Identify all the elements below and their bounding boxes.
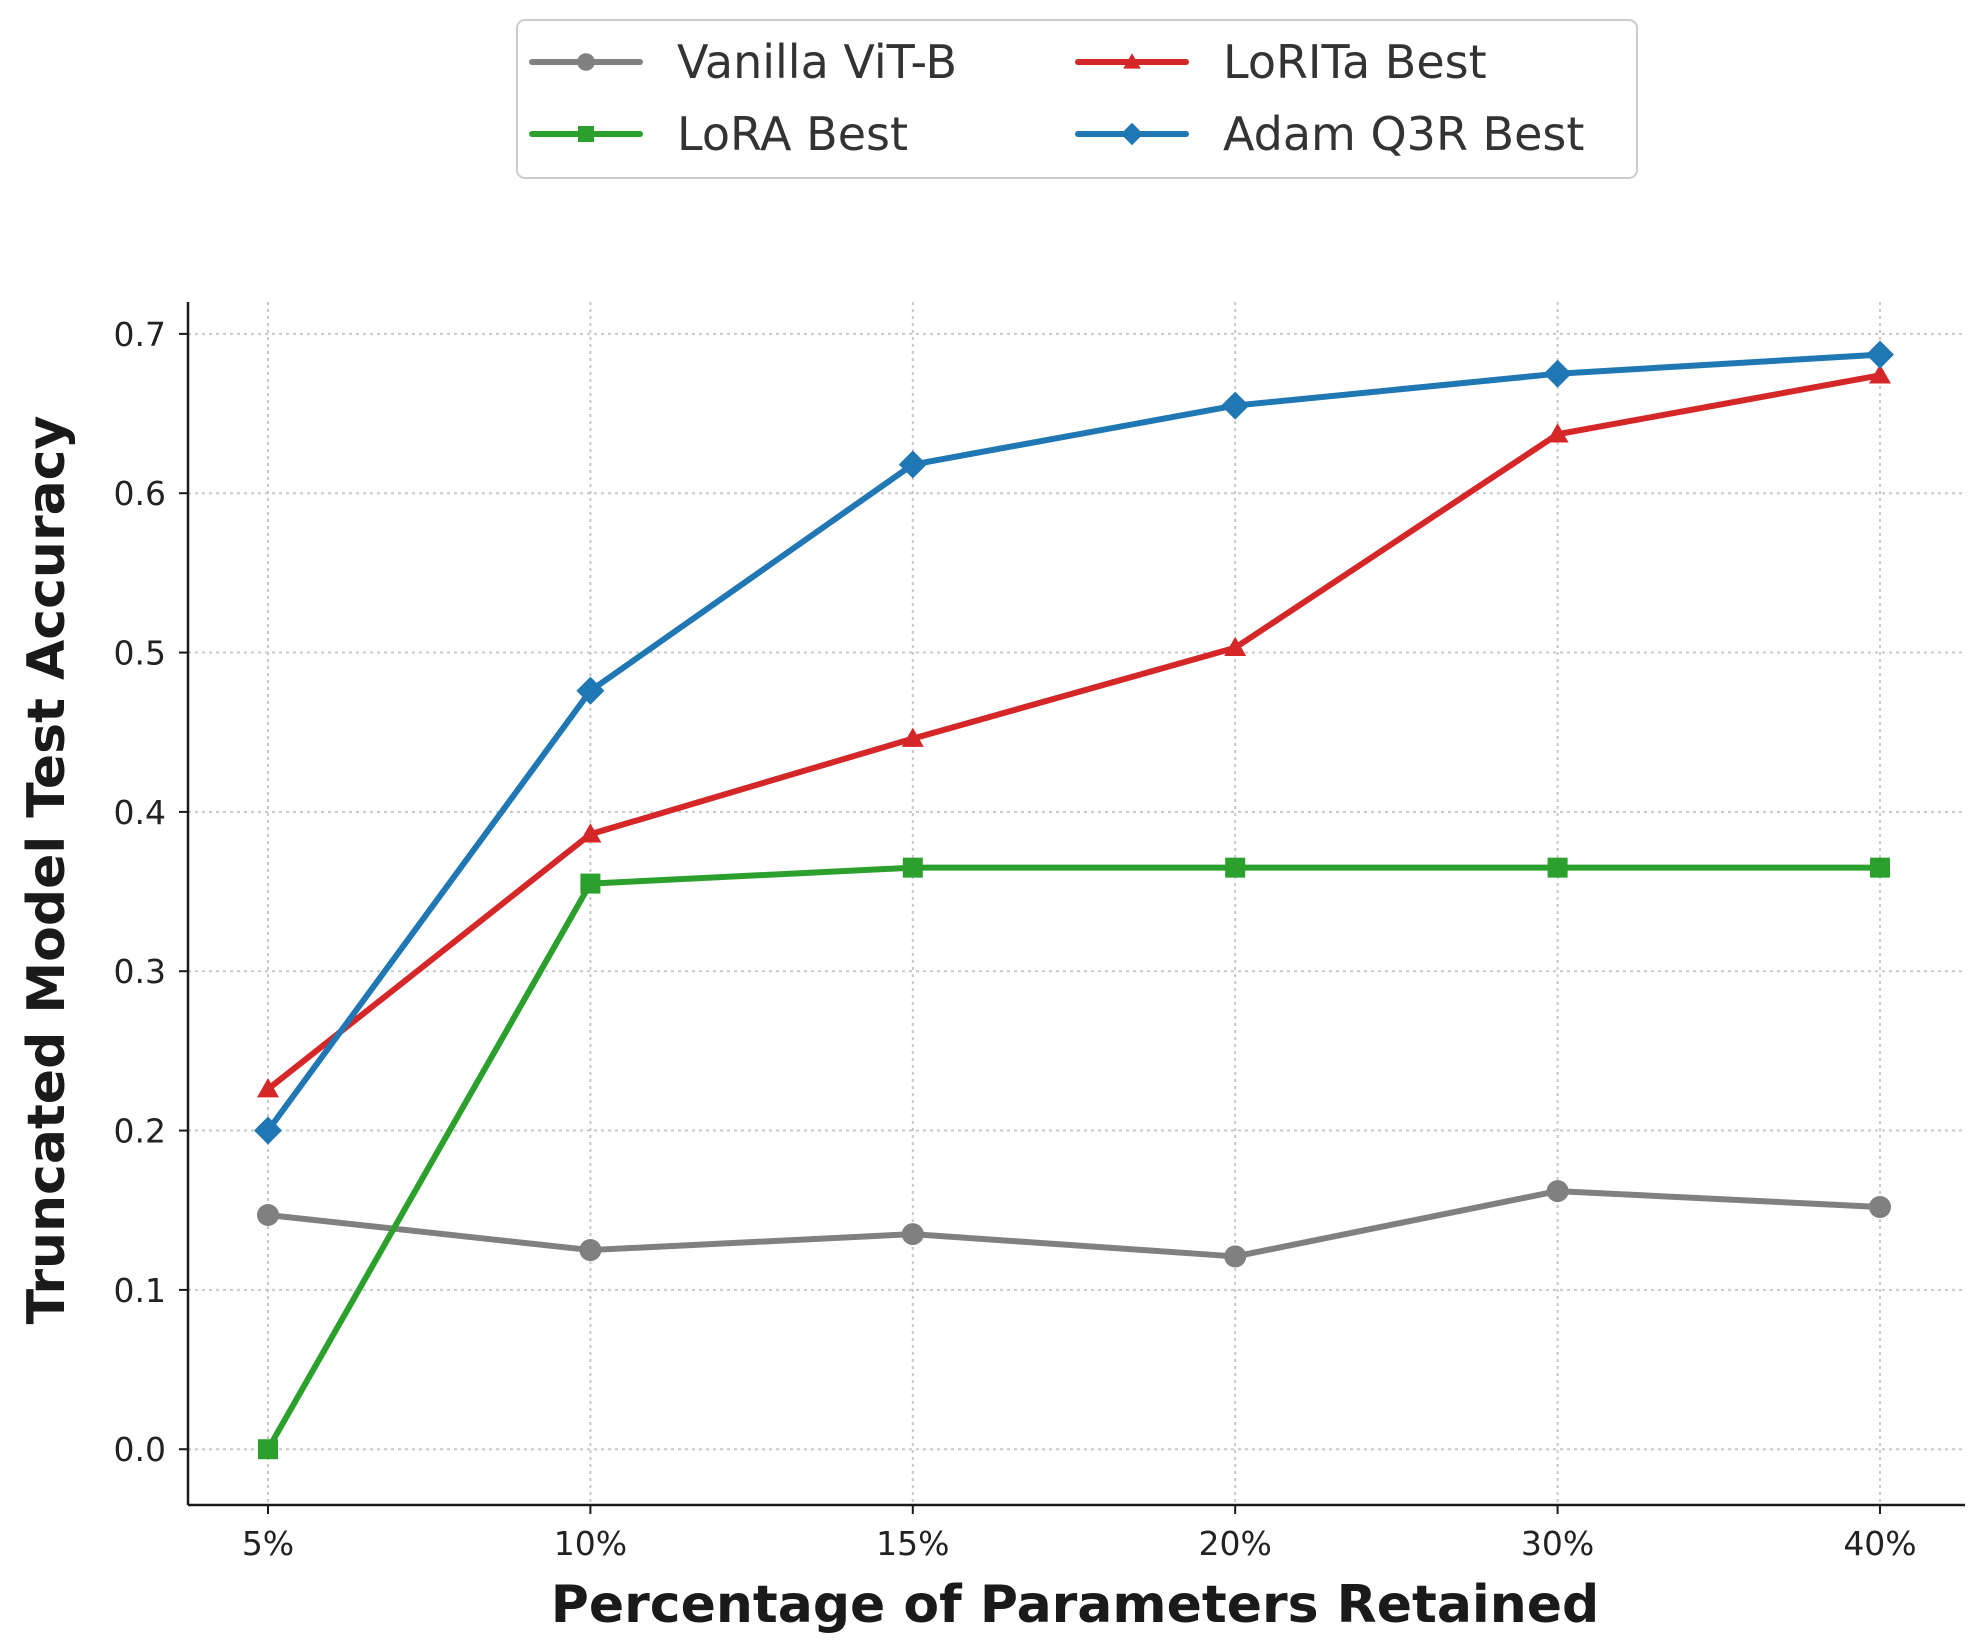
legend-marker-adamq3r — [1120, 122, 1144, 146]
data-point-lorita — [901, 727, 924, 747]
data-point-vanilla — [901, 1223, 924, 1246]
legend-entry-lorita: LoRITa Best — [1075, 35, 1487, 89]
series-vanilla — [257, 1180, 1891, 1268]
series-lora — [258, 857, 1890, 1460]
data-point-lora — [1225, 857, 1246, 878]
y-tick-label: 0.3 — [114, 952, 166, 991]
x-tick-label: 20% — [1199, 1524, 1272, 1563]
y-tick-label: 0.2 — [114, 1112, 166, 1151]
legend-entry-adamq3r: Adam Q3R Best — [1075, 107, 1584, 161]
data-point-adamq3r — [576, 676, 605, 705]
data-point-vanilla — [1869, 1196, 1891, 1219]
x-tick-label: 40% — [1843, 1524, 1916, 1563]
legend-box — [516, 19, 1638, 179]
data-point-lora — [902, 857, 923, 878]
data-point-lorita — [579, 823, 602, 843]
y-tick-label: 0.0 — [114, 1430, 166, 1469]
y-axis-title: Truncated Model Test Accuracy — [17, 416, 77, 1325]
data-point-lora — [1870, 857, 1890, 878]
legend-marker-lora — [578, 126, 594, 142]
legend-label-lora: LoRA Best — [677, 107, 908, 161]
series-line-lora — [265, 864, 1883, 1453]
legend: Vanilla ViT-B LoRA Best LoRITa Best Adam Q3… — [516, 19, 1638, 179]
legend-entry-lora: LoRA Best — [529, 107, 908, 161]
data-point-vanilla — [1224, 1245, 1247, 1268]
data-point-vanilla — [579, 1239, 602, 1262]
series-line-vanilla — [265, 1188, 1883, 1260]
series-lines — [254, 340, 1894, 1460]
y-tick-label: 0.1 — [114, 1271, 166, 1310]
x-tick-label: 5% — [242, 1524, 294, 1563]
y-tick-label: 0.7 — [114, 315, 166, 354]
data-point-adamq3r — [254, 1116, 282, 1145]
y-tick-label: 0.5 — [114, 634, 166, 673]
series-line-adamq3r — [265, 351, 1883, 1134]
x-axis-title: Percentage of Parameters Retained — [551, 1575, 1600, 1635]
data-point-adamq3r — [898, 450, 927, 479]
series-adamq3r — [254, 340, 1894, 1145]
y-tick-label: 0.4 — [114, 793, 166, 832]
grid — [188, 302, 1965, 1505]
data-point-adamq3r — [1543, 359, 1572, 388]
data-point-lora — [258, 1439, 278, 1460]
data-point-lora — [1547, 857, 1568, 878]
legend-label-lorita: LoRITa Best — [1223, 35, 1487, 89]
series-lorita — [257, 364, 1891, 1098]
axes — [179, 302, 1965, 1514]
legend-entry-vanilla: Vanilla ViT-B — [529, 35, 957, 89]
x-tick-label: 15% — [876, 1524, 949, 1563]
y-tick-label: 0.6 — [114, 474, 166, 513]
data-point-vanilla — [1546, 1180, 1569, 1203]
legend-marker-lorita — [1123, 53, 1141, 69]
legend-label-adamq3r: Adam Q3R Best — [1223, 107, 1584, 161]
data-point-adamq3r — [1866, 340, 1894, 369]
x-tick-label: 30% — [1521, 1524, 1594, 1563]
legend-marker-vanilla — [577, 53, 595, 71]
tick-labels: 5% 10% 15% 20% 30% 40% 0.0 0.1 0.2 0.3 0.4 0.5 0.6 0.… — [114, 315, 1917, 1563]
data-point-lorita — [1546, 423, 1569, 443]
data-point-adamq3r — [1221, 391, 1250, 420]
data-point-lorita — [257, 1078, 279, 1098]
data-point-lorita — [1224, 636, 1247, 657]
data-point-lorita — [1869, 364, 1891, 384]
data-point-lora — [580, 873, 601, 894]
data-point-vanilla — [257, 1204, 279, 1227]
x-tick-label: 10% — [554, 1524, 627, 1563]
legend-label-vanilla: Vanilla ViT-B — [677, 35, 957, 89]
series-line-lorita — [265, 372, 1883, 1093]
